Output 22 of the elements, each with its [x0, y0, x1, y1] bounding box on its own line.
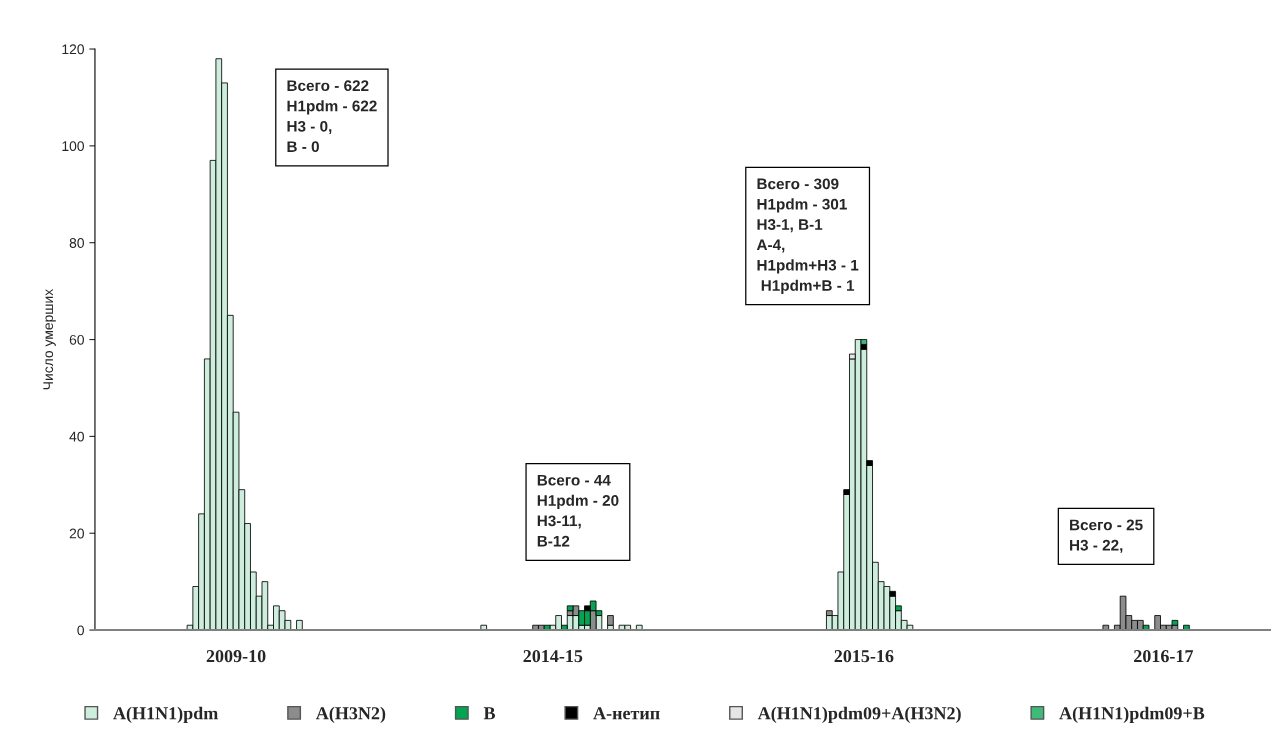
annotation: Всего - 309 H1pdm - 301 H3-1, B-1 A-4, H1pdm+H3 - 1 H1pdm+B - 1	[756, 178, 859, 294]
legend-label: A(H1N1)pdm09+A(H3N2)	[757, 706, 961, 724]
y-tick-label: 120	[62, 44, 84, 55]
x-tick-label: 2015-16	[834, 650, 894, 663]
y-tick-label: 40	[69, 431, 84, 442]
annotation: Всего - 622 H1pdm - 622 H3 - 0, B - 0	[287, 80, 377, 153]
y-tick-label: 100	[62, 141, 84, 152]
y-tick-label: 0	[77, 625, 84, 636]
x-tick-label: 2014-15	[523, 650, 583, 663]
y-tick-label: 20	[69, 528, 84, 539]
annotation: Всего - 25 H3 - 22,	[1070, 519, 1143, 553]
y-tick-label: 60	[69, 334, 84, 345]
legend-label: A(H3N2)	[315, 706, 386, 724]
y-axis-title: Число умерших	[43, 288, 56, 390]
annotation: Всего - 44 H1pdm - 20 H3-11, B-12	[537, 474, 619, 547]
x-tick-label: 2009-10	[206, 650, 266, 663]
legend-label: A(H1N1)pdm	[113, 706, 218, 724]
legend-label: B	[483, 707, 496, 720]
x-tick-label: 2016-17	[1134, 650, 1194, 663]
legend-label: A-нетип	[593, 707, 660, 720]
y-tick-label: 80	[69, 238, 84, 248]
legend-label: A(H1N1)pdm09+B	[1059, 706, 1205, 724]
